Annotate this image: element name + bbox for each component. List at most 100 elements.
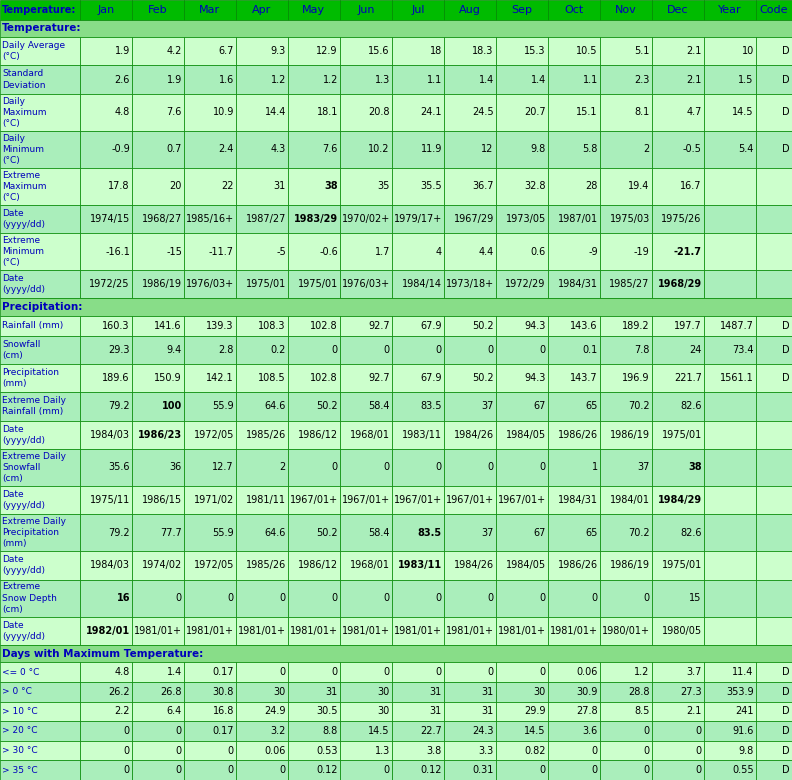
Bar (444, 168, 496, 205)
Text: 67: 67 (534, 402, 546, 411)
Bar (340, 722, 392, 741)
Bar (600, 722, 652, 741)
Bar (600, 205, 652, 233)
Text: 1983/29: 1983/29 (294, 214, 338, 224)
Text: 1984/31: 1984/31 (558, 279, 598, 289)
Bar (392, 448, 444, 486)
Text: 0: 0 (176, 746, 182, 756)
Text: 58.4: 58.4 (368, 528, 390, 537)
Text: 31: 31 (429, 707, 442, 716)
Text: 4.3: 4.3 (271, 144, 286, 154)
Bar (80, 131, 132, 168)
Text: 1984/29: 1984/29 (657, 495, 702, 505)
Bar (496, 270, 548, 299)
Text: Nov: Nov (615, 5, 637, 15)
Text: 35: 35 (378, 181, 390, 191)
Text: 50.2: 50.2 (316, 402, 338, 411)
Text: 1968/29: 1968/29 (657, 279, 702, 289)
Bar (0, 20, 792, 37)
Bar (184, 316, 236, 335)
Text: 1974/02: 1974/02 (142, 560, 182, 570)
Text: 0: 0 (644, 726, 649, 736)
Bar (132, 682, 184, 701)
Bar (80, 392, 132, 420)
Bar (340, 741, 392, 760)
Bar (184, 580, 236, 617)
Bar (548, 316, 600, 335)
Bar (444, 316, 496, 335)
Text: 0: 0 (436, 593, 442, 603)
Text: 1975/26: 1975/26 (661, 214, 702, 224)
Text: 1.2: 1.2 (322, 75, 338, 84)
Text: 160.3: 160.3 (102, 321, 130, 331)
Text: 16.7: 16.7 (680, 181, 702, 191)
Text: 31: 31 (482, 707, 494, 716)
Text: May: May (303, 5, 326, 15)
Text: D: D (782, 707, 790, 716)
Bar (704, 131, 756, 168)
Bar (132, 392, 184, 420)
Text: > 30 °C: > 30 °C (2, 746, 38, 755)
Text: 0: 0 (644, 765, 649, 775)
Bar (287, 701, 340, 722)
Text: 1967/29: 1967/29 (454, 214, 494, 224)
Text: 16.8: 16.8 (212, 707, 234, 716)
Text: 0.1: 0.1 (583, 345, 598, 355)
Bar (756, 448, 792, 486)
Bar (444, 420, 496, 448)
Text: 0: 0 (384, 667, 390, 677)
Bar (80, 420, 132, 448)
Bar (444, 514, 496, 551)
Text: 0: 0 (332, 667, 338, 677)
Bar (496, 233, 548, 270)
Bar (652, 741, 704, 760)
Text: 1981/01+: 1981/01+ (290, 626, 338, 636)
Bar (600, 66, 652, 94)
Text: 1987/27: 1987/27 (246, 214, 286, 224)
Bar (184, 662, 236, 682)
Bar (132, 233, 184, 270)
Text: 37: 37 (482, 402, 494, 411)
Text: 12.7: 12.7 (212, 463, 234, 473)
Bar (0, 741, 80, 760)
Bar (496, 66, 548, 94)
Bar (392, 514, 444, 551)
Bar (184, 205, 236, 233)
Bar (392, 701, 444, 722)
Bar (80, 335, 132, 363)
Bar (548, 701, 600, 722)
Bar (0, 131, 80, 168)
Text: 83.5: 83.5 (421, 402, 442, 411)
Text: 30: 30 (534, 686, 546, 697)
Text: 0: 0 (124, 726, 130, 736)
Text: 12.9: 12.9 (316, 46, 338, 56)
Text: 8.1: 8.1 (634, 107, 649, 117)
Text: 3.8: 3.8 (427, 746, 442, 756)
Text: 15: 15 (689, 593, 702, 603)
Text: 18.1: 18.1 (317, 107, 338, 117)
Text: 3.6: 3.6 (583, 726, 598, 736)
Text: 1980/01+: 1980/01+ (602, 626, 649, 636)
Bar (392, 270, 444, 299)
Bar (756, 131, 792, 168)
Bar (236, 168, 287, 205)
Bar (80, 270, 132, 299)
Text: -9: -9 (588, 246, 598, 257)
Text: 24: 24 (689, 345, 702, 355)
Text: 1981/01+: 1981/01+ (446, 626, 494, 636)
Text: 1968/27: 1968/27 (142, 214, 182, 224)
Text: Jan: Jan (97, 5, 115, 15)
Text: 0.7: 0.7 (166, 144, 182, 154)
Text: 65: 65 (585, 528, 598, 537)
Bar (548, 0, 600, 20)
Bar (756, 420, 792, 448)
Text: 150.9: 150.9 (154, 373, 182, 383)
Text: 1975/11: 1975/11 (89, 495, 130, 505)
Bar (184, 131, 236, 168)
Bar (340, 420, 392, 448)
Bar (652, 580, 704, 617)
Text: 0: 0 (488, 345, 494, 355)
Text: 18.3: 18.3 (473, 46, 494, 56)
Bar (0, 363, 80, 392)
Bar (444, 131, 496, 168)
